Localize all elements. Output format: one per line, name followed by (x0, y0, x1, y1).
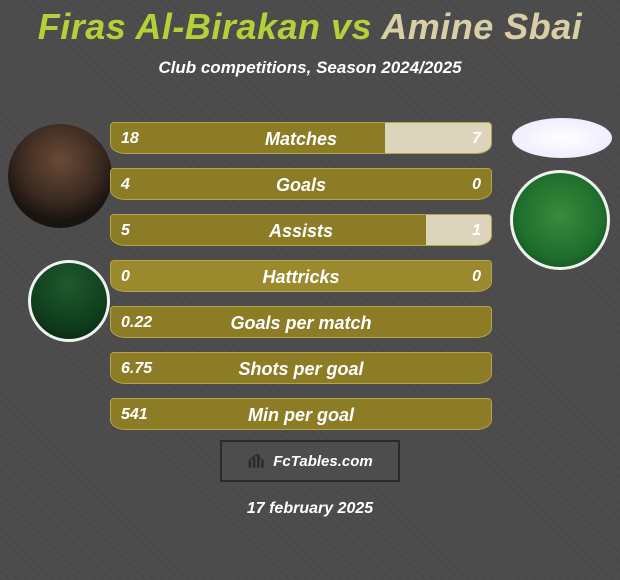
stat-label: Goals (111, 169, 491, 199)
subtitle: Club competitions, Season 2024/2025 (0, 58, 620, 78)
stat-label: Matches (111, 123, 491, 153)
stat-row: 187Matches (110, 122, 492, 154)
player1-club-badge (28, 260, 110, 342)
comparison-bars: 187Matches 40Goals 51Assists 00Hattricks 0.2… (110, 122, 492, 444)
player2-club-badge (510, 170, 610, 270)
stat-row: 40Goals (110, 168, 492, 200)
player2-name: Amine Sbai (381, 6, 582, 47)
stat-row: 6.75Shots per goal (110, 352, 492, 384)
stat-label: Goals per match (111, 307, 491, 337)
stat-row: 0.22Goals per match (110, 306, 492, 338)
chart-bar-icon (247, 451, 267, 471)
page-title: Firas Al-Birakan vs Amine Sbai (0, 0, 620, 48)
player2-photo (512, 118, 612, 158)
stat-row: 51Assists (110, 214, 492, 246)
stat-label: Hattricks (111, 261, 491, 291)
footer-date: 17 february 2025 (0, 500, 620, 518)
player1-photo (8, 124, 112, 228)
stat-row: 00Hattricks (110, 260, 492, 292)
stat-label: Assists (111, 215, 491, 245)
stat-label: Min per goal (111, 399, 491, 429)
player1-name: Firas Al-Birakan (38, 6, 321, 47)
stat-label: Shots per goal (111, 353, 491, 383)
watermark-text: FcTables.com (273, 453, 372, 470)
watermark: FcTables.com (220, 440, 400, 482)
vs-label: vs (331, 6, 372, 47)
stat-row: 541Min per goal (110, 398, 492, 430)
